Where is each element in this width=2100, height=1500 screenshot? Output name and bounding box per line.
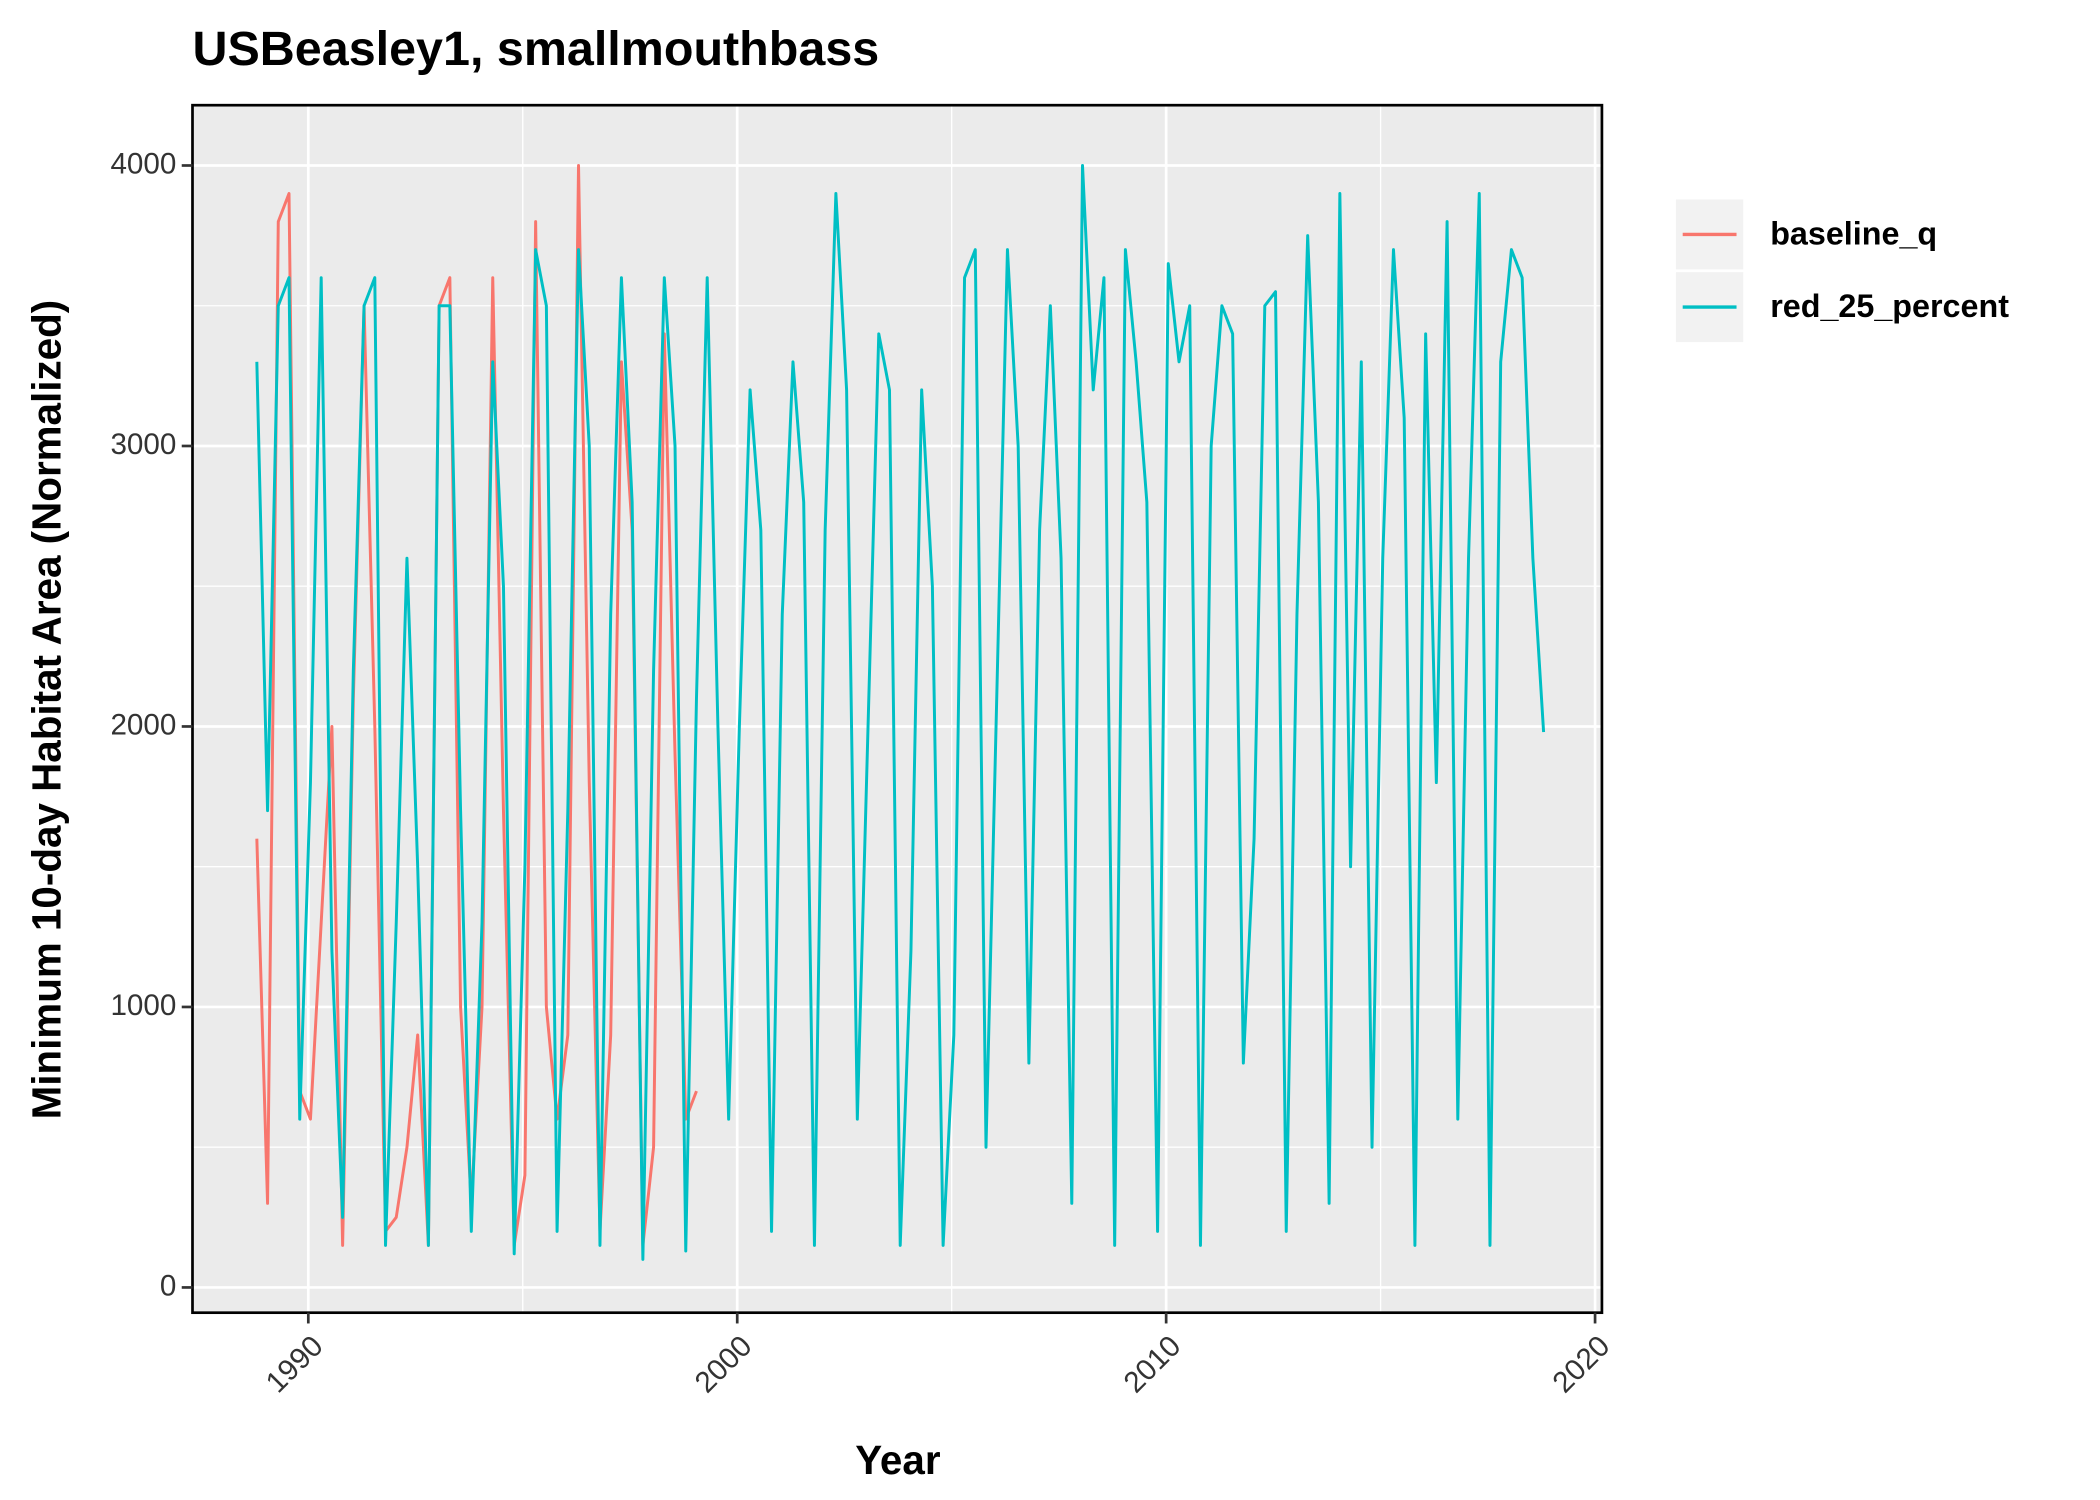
y-tick-label: 0 <box>160 1269 176 1302</box>
x-tick-label: 2020 <box>1546 1329 1616 1399</box>
series-line <box>255 164 1546 1261</box>
y-tick-label: 3000 <box>110 428 176 461</box>
legend: baseline_q red_25_percent <box>1675 199 2009 343</box>
panel-border <box>191 103 1604 1315</box>
x-tick-label: 1990 <box>260 1329 330 1399</box>
x-tick-label: 2000 <box>689 1329 759 1399</box>
x-tick-label: 2010 <box>1117 1329 1187 1399</box>
y-axis-title: Minimum 10-day Habitat Area (Normalized) <box>24 300 70 1120</box>
x-axis-title: Year <box>855 1437 941 1483</box>
chart-title: USBeasley1, smallmouthbass <box>193 22 880 76</box>
lines <box>255 164 1546 1261</box>
y-tick-label: 2000 <box>110 708 176 741</box>
y-tick-label: 4000 <box>110 147 176 180</box>
legend-label: baseline_q <box>1770 215 1937 251</box>
legend-label: red_25_percent <box>1770 288 2009 324</box>
y-tick-label: 1000 <box>110 989 176 1022</box>
